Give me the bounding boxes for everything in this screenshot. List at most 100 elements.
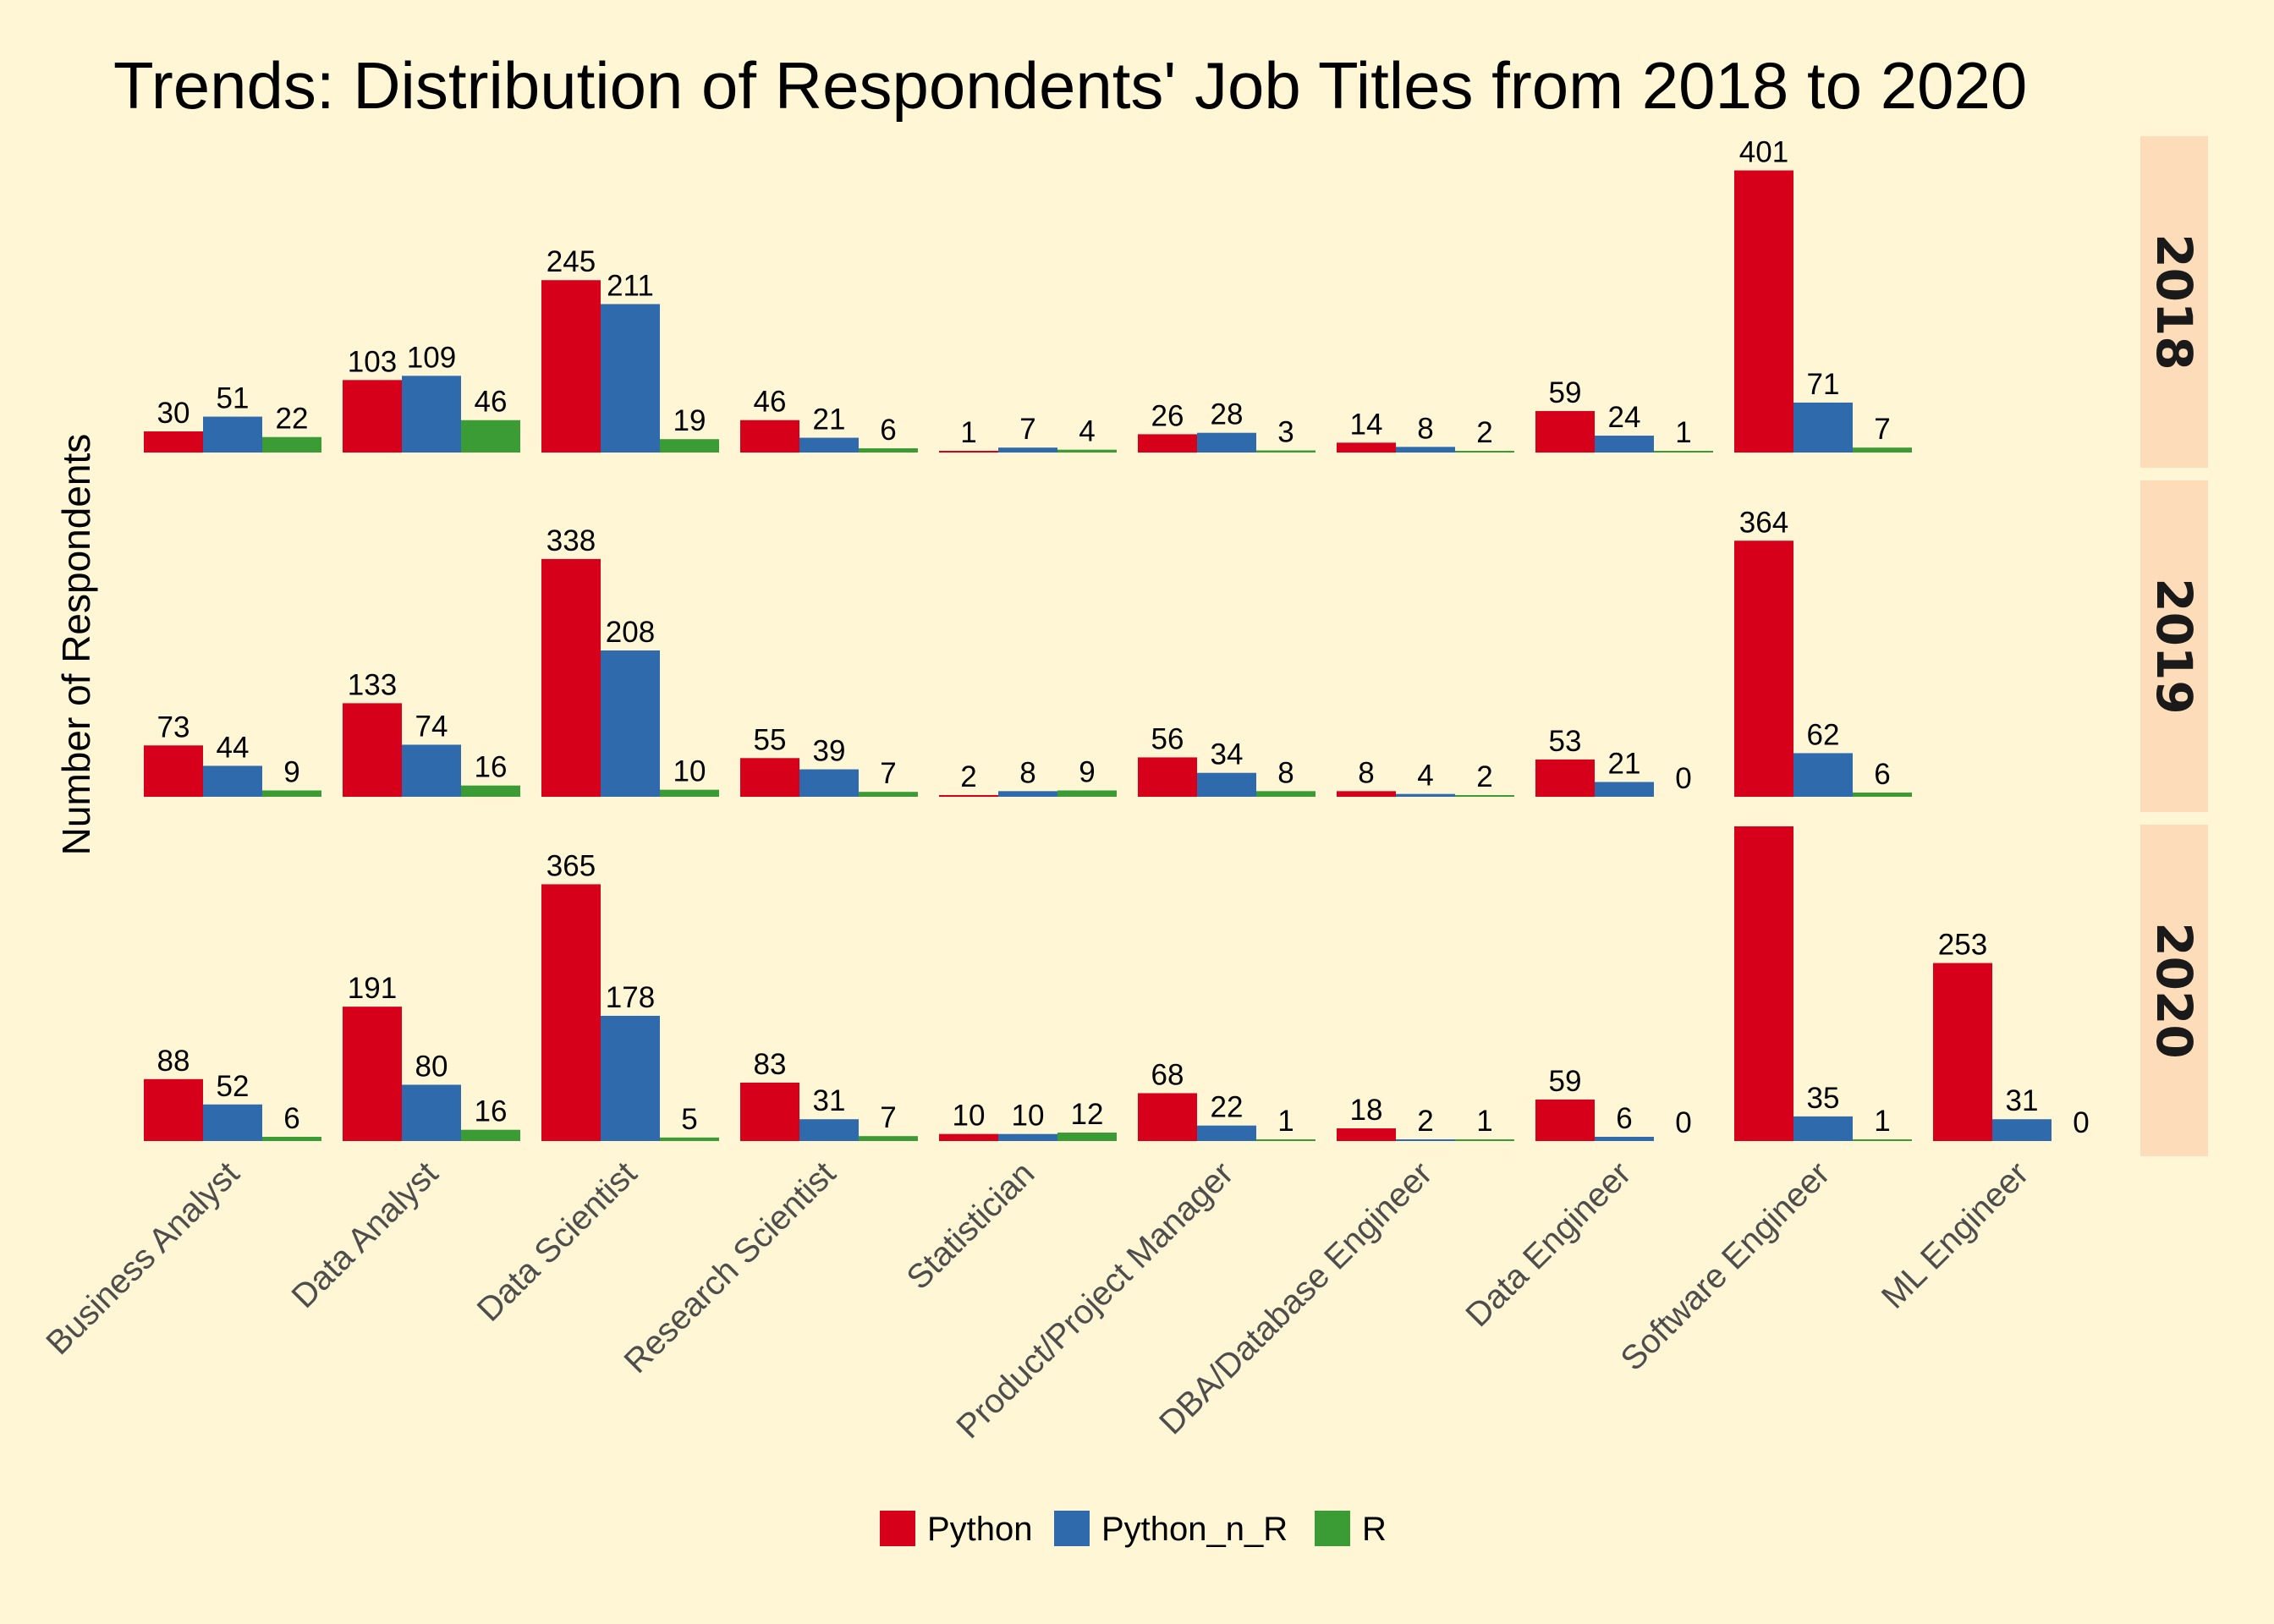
value-label-2018-statistician-python: 1 xyxy=(960,416,976,449)
value-label-2018-data-analyst-python: 103 xyxy=(348,345,397,378)
value-label-2020-statistician-python-n-r: 10 xyxy=(1012,1100,1045,1133)
bar-2018-dba-database-engineer-python xyxy=(1337,442,1396,453)
bar-2019-data-analyst-python-n-r xyxy=(402,744,461,797)
legend-key-python xyxy=(880,1511,915,1546)
value-label-2020-data-engineer-python-n-r: 6 xyxy=(1616,1102,1632,1135)
bar-2020-statistician-python xyxy=(939,1133,998,1141)
value-label-2019-data-engineer-python-n-r: 21 xyxy=(1608,748,1641,781)
strip-label-2019: 2019 xyxy=(2145,578,2203,714)
value-label-2020-data-engineer-python: 59 xyxy=(1549,1065,1582,1098)
bar-2018-research-scientist-r xyxy=(859,448,918,453)
bar-2020-data-analyst-python xyxy=(343,1007,402,1141)
bar-2018-dba-database-engineer-r xyxy=(1455,451,1514,453)
bar-2019-product-project-manager-python xyxy=(1138,757,1197,797)
bar-2018-data-scientist-python-n-r xyxy=(601,304,660,453)
value-label-2019-statistician-python-n-r: 8 xyxy=(1019,756,1035,789)
value-label-2020-dba-database-engineer-python: 18 xyxy=(1350,1094,1383,1127)
bar-2020-research-scientist-r xyxy=(859,1136,918,1141)
bar-2020-software-engineer-python-n-r xyxy=(1793,1116,1853,1141)
bar-2018-data-engineer-python-n-r xyxy=(1595,436,1654,453)
panel-2018: 30 51 22 103 109 46 245 211 19 46 21 6 1 7 4 26 28 3 14 8 2 5… xyxy=(144,138,1912,453)
bar-2019-business-analyst-r xyxy=(262,790,321,797)
value-label-2020-data-scientist-r: 5 xyxy=(681,1103,697,1136)
legend-label-r: R xyxy=(1362,1511,1387,1548)
bar-2020-data-scientist-python-n-r xyxy=(601,1015,660,1141)
bar-2019-data-analyst-r xyxy=(461,785,520,797)
value-label-2018-software-engineer-python-n-r: 71 xyxy=(1807,368,1840,401)
value-label-2019-data-analyst-python-n-r: 74 xyxy=(415,710,448,743)
value-label-2018-business-analyst-r: 22 xyxy=(276,403,309,436)
bar-2020-data-engineer-python-n-r xyxy=(1595,1137,1654,1141)
value-label-2020-software-engineer-r: 1 xyxy=(1874,1105,1890,1138)
bar-2020-business-analyst-python-n-r xyxy=(203,1104,262,1141)
bar-2018-software-engineer-r xyxy=(1853,447,1912,453)
bar-2018-data-analyst-python xyxy=(343,380,402,453)
bar-2018-software-engineer-python-n-r xyxy=(1793,402,1853,453)
bar-2019-dba-database-engineer-python xyxy=(1337,791,1396,797)
bar-2018-research-scientist-python-n-r xyxy=(799,437,859,453)
value-label-2019-statistician-python: 2 xyxy=(960,760,976,793)
bar-2018-data-engineer-python xyxy=(1535,410,1595,453)
value-label-2018-dba-database-engineer-python: 14 xyxy=(1350,408,1383,441)
strip-bg-2019 xyxy=(2140,480,2208,812)
value-label-2019-business-analyst-python-n-r: 44 xyxy=(217,731,250,764)
bar-2020-data-scientist-python xyxy=(541,884,601,1141)
value-label-2019-business-analyst-r: 9 xyxy=(283,756,299,789)
value-label-2020-data-scientist-python: 365 xyxy=(547,849,596,882)
bar-2018-research-scientist-python xyxy=(740,420,799,453)
bar-2018-business-analyst-python-n-r xyxy=(203,416,262,453)
value-label-2018-data-analyst-r: 46 xyxy=(475,386,508,419)
bar-2020-business-analyst-r xyxy=(262,1137,321,1141)
value-label-2020-research-scientist-python: 83 xyxy=(754,1048,787,1081)
bar-2019-statistician-python-n-r xyxy=(998,791,1057,797)
value-label-2018-research-scientist-python: 46 xyxy=(754,386,787,419)
value-label-2018-data-engineer-r: 1 xyxy=(1675,416,1691,449)
bar-2020-data-scientist-r xyxy=(660,1137,719,1141)
legend-key-python-n-r xyxy=(1054,1511,1090,1546)
value-label-2020-dba-database-engineer-r: 1 xyxy=(1476,1105,1492,1138)
bar-2019-software-engineer-python xyxy=(1734,540,1793,797)
bar-2018-data-scientist-python xyxy=(541,280,601,453)
value-label-2020-product-project-manager-python: 68 xyxy=(1151,1058,1184,1091)
value-label-2018-data-scientist-r: 19 xyxy=(673,404,706,437)
bar-2019-research-scientist-r xyxy=(859,792,918,797)
value-label-2019-dba-database-engineer-python: 8 xyxy=(1358,756,1374,789)
value-label-2020-data-analyst-python: 191 xyxy=(348,972,397,1005)
value-label-2018-research-scientist-python-n-r: 21 xyxy=(813,403,846,436)
value-label-2018-dba-database-engineer-r: 2 xyxy=(1476,416,1492,449)
value-label-2018-product-project-manager-python-n-r: 28 xyxy=(1211,398,1244,431)
bar-2018-data-engineer-r xyxy=(1654,451,1713,453)
y-axis-label: Number of Respondents xyxy=(54,434,98,856)
value-label-2019-data-analyst-r: 16 xyxy=(475,751,508,784)
bar-2020-statistician-r xyxy=(1057,1133,1117,1141)
value-label-2019-statistician-r: 9 xyxy=(1079,756,1095,789)
bar-2019-data-scientist-python xyxy=(541,558,601,797)
value-label-2019-data-scientist-r: 10 xyxy=(673,755,706,788)
value-label-2019-data-engineer-r: 0 xyxy=(1675,762,1691,795)
bar-2019-business-analyst-python-n-r xyxy=(203,765,262,797)
bar-2019-software-engineer-python-n-r xyxy=(1793,753,1853,797)
value-label-2020-ml-engineer-python: 253 xyxy=(1938,929,1987,962)
value-label-2020-ml-engineer-python-n-r: 31 xyxy=(2006,1084,2039,1117)
bar-2020-dba-database-engineer-python xyxy=(1337,1128,1396,1141)
bar-2020-data-analyst-r xyxy=(461,1129,520,1141)
value-label-2018-product-project-manager-python: 26 xyxy=(1151,399,1184,432)
bar-2019-dba-database-engineer-r xyxy=(1455,795,1514,797)
value-label-2018-business-analyst-python-n-r: 51 xyxy=(217,382,250,415)
bar-2020-statistician-python-n-r xyxy=(998,1133,1057,1141)
strip-label-2020: 2020 xyxy=(2145,922,2203,1058)
bar-2019-data-engineer-python-n-r xyxy=(1595,782,1654,797)
bar-2019-data-engineer-python xyxy=(1535,759,1595,797)
legend-label-python-n-r: Python_n_R xyxy=(1101,1511,1288,1548)
bar-2018-business-analyst-python xyxy=(144,431,203,453)
bar-2019-software-engineer-r xyxy=(1853,793,1912,797)
value-label-2019-research-scientist-r: 7 xyxy=(880,757,896,790)
bar-2019-data-scientist-python-n-r xyxy=(601,650,660,797)
bar-2018-data-analyst-r xyxy=(461,420,520,453)
bar-2020-business-analyst-python xyxy=(144,1078,203,1141)
value-label-2018-data-engineer-python: 59 xyxy=(1549,376,1582,409)
value-label-2020-business-analyst-r: 6 xyxy=(283,1102,299,1135)
